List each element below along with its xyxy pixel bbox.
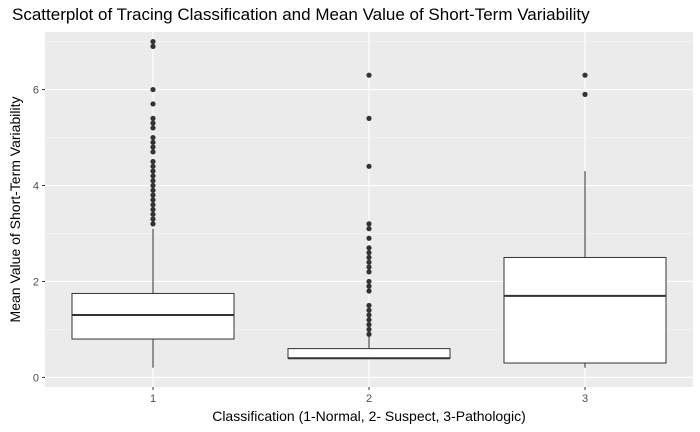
y-tick-label: 4 [33,181,39,193]
axis-layer: 0 2 4 6 1 2 3 [33,85,588,405]
outlier-point [150,182,156,189]
outlier-point [150,144,156,150]
outlier-point [366,115,372,121]
chart-title: Scatterplot of Tracing Classification an… [12,5,590,24]
box-layer [71,38,667,368]
box-2 [287,72,451,360]
outlier-point [366,326,372,333]
x-axis-title: Classification (1-Normal, 2- Suspect, 3-… [212,408,526,424]
outlier-point [366,278,372,285]
outlier-point [150,158,156,165]
outlier-point [366,283,372,289]
y-axis-title: Mean Value of Short-Term Variability [7,97,23,323]
x-tick-label: 1 [150,393,156,405]
y-tick-label: 6 [33,85,39,97]
outlier-point [150,173,156,179]
outlier-point [366,302,372,309]
outlier-point [366,312,372,318]
box-3 [503,72,667,368]
y-tick-label: 2 [33,276,39,288]
outlier-point [150,197,156,203]
outlier-point [150,139,156,145]
outlier-point [366,331,372,337]
outlier-point [150,202,156,208]
outlier-point [366,307,372,313]
outlier-point [150,134,156,141]
outlier-point [366,259,372,265]
outlier-point [150,86,156,93]
x-tick-label: 2 [366,393,372,405]
outlier-point [366,317,372,323]
outlier-point [150,206,156,213]
outlier-point [150,43,156,49]
outlier-point [150,187,156,193]
outlier-point [366,269,372,275]
box-1 [71,38,235,368]
outlier-point [366,235,372,241]
y-tick-label: 0 [33,372,39,384]
outlier-point [150,115,156,121]
outlier-point [582,91,588,97]
outlier-point [582,72,588,78]
iqr-box [287,348,451,359]
x-tick-label: 3 [582,393,588,405]
outlier-point [150,192,156,198]
outlier-point [150,120,156,126]
outlier-point [150,38,156,45]
iqr-box [71,292,235,340]
outlier-point [366,226,372,232]
iqr-box [503,256,667,364]
outlier-point [150,221,156,227]
outlier-point [366,254,372,261]
outlier-point [366,72,372,78]
outlier-point [150,149,156,155]
outlier-point [366,163,372,169]
outlier-point [366,288,372,294]
outlier-point [366,322,372,328]
outlier-point [366,245,372,251]
outlier-point [366,264,372,270]
outlier-point [366,250,372,256]
outlier-point [150,125,156,131]
outlier-point [150,168,156,174]
outlier-point [150,163,156,169]
outlier-point [150,178,156,184]
outlier-point [150,101,156,107]
outlier-point [150,216,156,222]
outlier-point [366,221,372,227]
outlier-point [150,211,156,217]
